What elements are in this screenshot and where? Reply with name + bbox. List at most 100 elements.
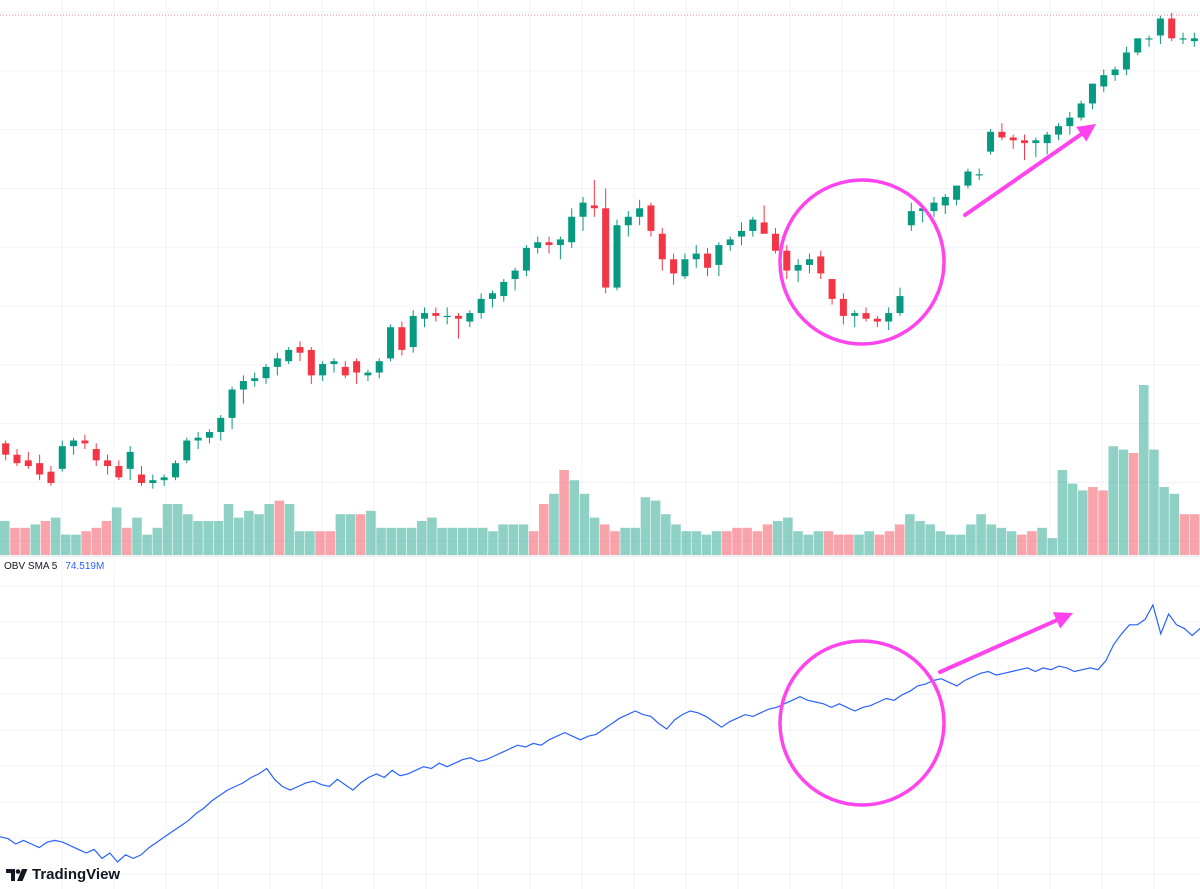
obv-line (0, 603, 1200, 863)
candle-body (839, 298, 847, 316)
candle-body (658, 233, 666, 260)
volume-bar (549, 493, 559, 555)
candle-body (205, 432, 213, 438)
candle-body (1156, 18, 1164, 36)
candle-body (353, 361, 361, 373)
volume-bar (1118, 449, 1129, 555)
candle-body (941, 196, 949, 206)
volume-bar (569, 480, 580, 555)
candle-body (522, 247, 530, 271)
volume-bar (966, 524, 976, 555)
volume-bar (244, 510, 254, 555)
candle-body (1111, 69, 1119, 76)
candle-body (466, 313, 474, 322)
volume-bar (701, 534, 712, 555)
volume-bar (213, 521, 224, 555)
volume-bar (50, 517, 61, 555)
volume-bar (1149, 449, 1159, 555)
candle-body (726, 239, 734, 246)
volume-bar (1027, 531, 1037, 555)
volume-bar (833, 534, 844, 555)
volume-bar (325, 531, 335, 555)
volume-bar (20, 527, 30, 555)
candle-body (1043, 134, 1051, 144)
volume-bar (355, 514, 366, 555)
volume-bar (1189, 514, 1200, 555)
candle-body (545, 242, 553, 246)
volume-bar (315, 531, 325, 555)
volume-bars (0, 385, 1200, 555)
candle-body (251, 378, 259, 382)
volume-bar (722, 531, 732, 555)
candle-body (421, 313, 429, 319)
candle-body (70, 440, 78, 447)
candle-body (647, 205, 655, 231)
volume-bar (386, 527, 397, 555)
volume-bar (884, 531, 895, 555)
candle-body (1122, 52, 1130, 70)
volume-bar (284, 504, 295, 555)
volume-bar (783, 517, 793, 555)
volume-bar (762, 524, 773, 555)
volume-bar (1179, 514, 1190, 555)
volume-bar (183, 514, 193, 555)
volume-bar (254, 514, 264, 555)
volume-bar (1169, 493, 1180, 555)
candle-body (862, 313, 870, 319)
volume-bar (406, 527, 417, 555)
volume-bar (1057, 470, 1068, 555)
volume-bar (10, 527, 20, 555)
volume-bar (1047, 538, 1058, 555)
candle-body (975, 174, 983, 176)
volume-bar (1088, 487, 1098, 555)
volume-bar (223, 504, 234, 555)
candle-body (1168, 18, 1176, 39)
candle-body (398, 327, 406, 350)
volume-bar (152, 527, 163, 555)
candle-body (171, 463, 179, 478)
volume-bar (742, 527, 752, 555)
volume-bar (528, 531, 539, 555)
candle-body (590, 205, 598, 209)
volume-bar (711, 531, 722, 555)
volume-bar (61, 534, 71, 555)
candle-body (273, 358, 281, 367)
candle-body (1009, 137, 1017, 141)
volume-bar (71, 534, 81, 555)
candle-body (477, 298, 485, 314)
candle-body (771, 233, 779, 251)
candle-body (738, 230, 746, 237)
candle-body (602, 208, 610, 288)
candle-body (330, 361, 338, 365)
candle-body (1179, 38, 1187, 40)
volume-bar (294, 531, 305, 555)
volume-bar (508, 524, 519, 555)
volume-bar (40, 521, 51, 555)
volume-bar (132, 517, 142, 555)
volume-bar (671, 524, 681, 555)
candle-body (228, 389, 236, 418)
volume-bar (101, 521, 112, 555)
volume-bar (376, 527, 386, 555)
candle-body (930, 202, 938, 212)
volume-bar (640, 497, 651, 555)
candle-body (681, 259, 689, 277)
volume-bar (620, 527, 630, 555)
indicator-legend[interactable]: OBV SMA 5 74.519M (4, 561, 104, 572)
candle-body (953, 185, 961, 200)
candle-body (1190, 38, 1198, 42)
candle-body (613, 225, 621, 288)
volume-bar (538, 504, 549, 555)
volume-bar (1016, 534, 1027, 555)
candle-body (160, 477, 168, 481)
candle-body (579, 202, 587, 217)
volume-bar (823, 531, 834, 555)
candle-body (2, 443, 10, 455)
candle-body (454, 315, 462, 319)
volume-bar (366, 510, 376, 555)
candle-body (749, 219, 757, 231)
volume-bar (457, 527, 468, 555)
volume-bar (0, 521, 10, 555)
volume-bar (396, 527, 407, 555)
